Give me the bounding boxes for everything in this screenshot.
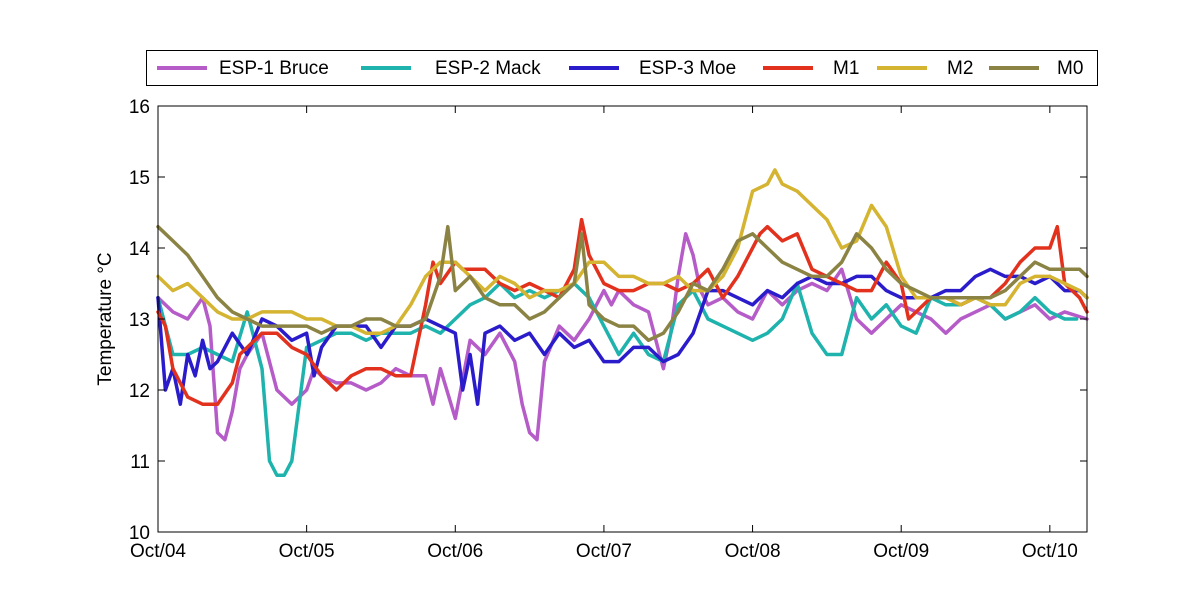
x-tick-label: Oct/10 bbox=[1022, 541, 1078, 562]
y-axis-label: Temperature °C bbox=[95, 252, 116, 385]
legend-label-esp1-bruce: ESP-1 Bruce bbox=[219, 58, 329, 79]
x-tick-label: Oct/06 bbox=[427, 541, 483, 562]
x-tick-label: Oct/08 bbox=[725, 541, 781, 562]
legend-swatch-m1 bbox=[763, 66, 813, 70]
legend-label-esp2-mack: ESP-2 Mack bbox=[435, 58, 541, 79]
legend-swatch-m0 bbox=[989, 66, 1039, 70]
y-tick-label: 16 bbox=[129, 97, 150, 118]
plot-area bbox=[158, 106, 1087, 532]
legend-swatch-esp1-bruce bbox=[157, 66, 207, 70]
y-tick-label: 15 bbox=[129, 168, 150, 189]
series-line-m0 bbox=[156, 224, 1089, 343]
x-tick-label: Oct/04 bbox=[130, 541, 186, 562]
legend-swatch-m2 bbox=[877, 66, 927, 70]
y-tick-label: 12 bbox=[129, 381, 150, 402]
y-tick-label: 13 bbox=[129, 310, 150, 331]
x-tick-label: Oct/07 bbox=[576, 541, 632, 562]
legend-label-m0: M0 bbox=[1057, 58, 1084, 79]
y-tick-label: 10 bbox=[129, 523, 150, 544]
legend-label-m2: M2 bbox=[947, 58, 974, 79]
y-tick-label: 14 bbox=[129, 239, 151, 260]
legend-label-m1: M1 bbox=[833, 58, 860, 79]
legend-label-esp3-moe: ESP-3 Moe bbox=[639, 58, 737, 79]
series-line-esp-1-bruce bbox=[156, 232, 1089, 442]
x-tick-label: Oct/05 bbox=[279, 541, 335, 562]
legend: ESP-1 Bruce ESP-2 Mack ESP-3 Moe M1 M2 M… bbox=[146, 50, 1098, 86]
legend-swatch-esp3-moe bbox=[569, 66, 619, 70]
y-tick-label: 11 bbox=[130, 452, 150, 473]
legend-swatch-esp2-mack bbox=[361, 66, 411, 70]
series-line-esp-2-mack bbox=[156, 281, 1079, 477]
x-tick-label: Oct/09 bbox=[873, 541, 929, 562]
